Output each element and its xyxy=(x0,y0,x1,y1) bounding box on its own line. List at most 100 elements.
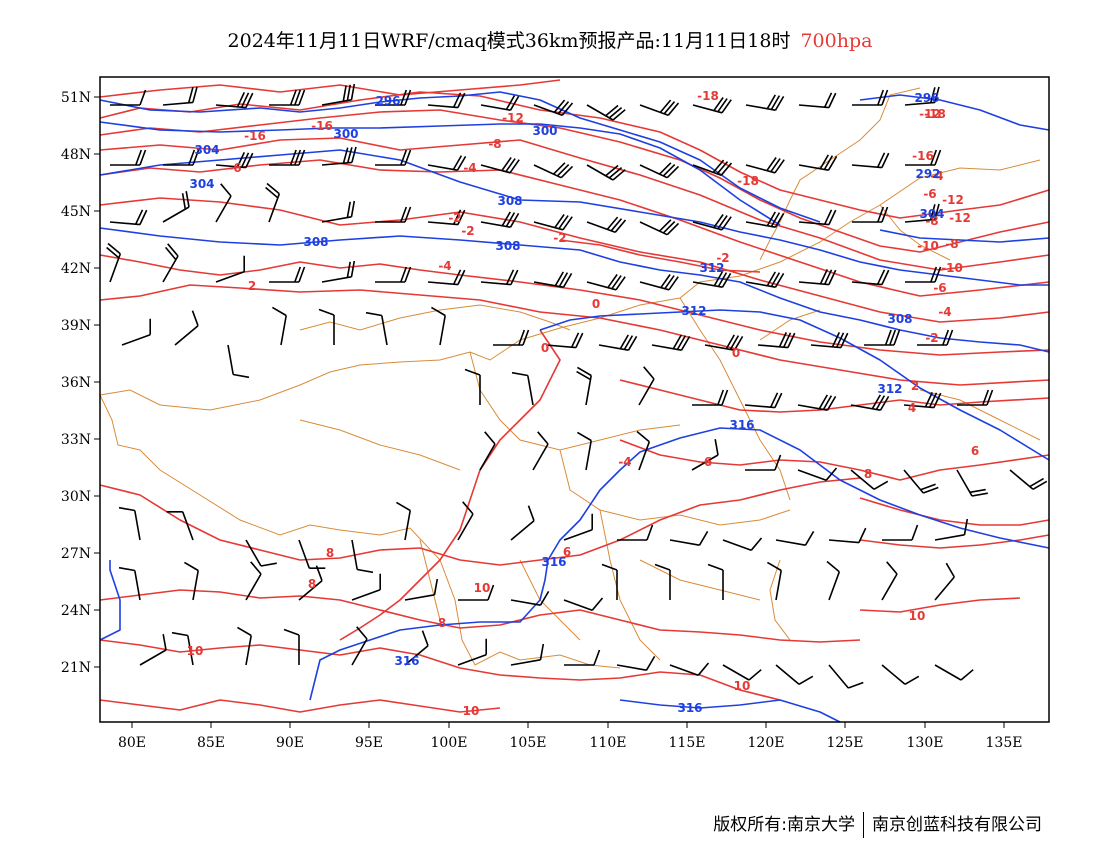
isotherm-label: -16 xyxy=(311,119,333,133)
isotherm-label: -6 xyxy=(923,187,936,201)
height-contour-line xyxy=(99,91,821,223)
wind-barb xyxy=(692,271,732,288)
wind-barb xyxy=(639,99,680,117)
wind-barb xyxy=(745,94,785,111)
wind-barb xyxy=(427,92,466,109)
wind-barb xyxy=(265,182,281,223)
height-contour-label: 316 xyxy=(541,555,566,569)
boundary-line xyxy=(759,87,921,261)
height-contour-label: 312 xyxy=(681,304,706,318)
wind-barb xyxy=(106,242,122,283)
isotherm-label: 10 xyxy=(474,581,491,595)
isotherm-label: -10 xyxy=(917,239,939,253)
lat-tick-label: 39N xyxy=(61,318,91,334)
isotherm-line xyxy=(99,91,1050,219)
isotherm-label: -8 xyxy=(945,237,958,251)
wind-barb xyxy=(318,308,335,345)
wind-barb xyxy=(745,454,782,471)
boundary-line xyxy=(519,559,581,641)
lat-tick-label: 30N xyxy=(61,489,91,505)
isotherm-label: -6 xyxy=(933,281,946,295)
wind-barb xyxy=(745,157,785,174)
isotherm-label: -10 xyxy=(941,261,963,275)
height-contour-line xyxy=(99,227,1050,353)
isotherm-label: -2 xyxy=(461,224,474,238)
isotherm-label: 0 xyxy=(732,346,740,360)
wind-barb xyxy=(404,578,439,601)
wind-barb xyxy=(215,152,254,169)
isotherm-label: 4 xyxy=(908,401,916,415)
height-contour-line xyxy=(539,309,1050,461)
isotherm-label: -4 xyxy=(618,455,631,469)
wind-barb xyxy=(321,260,356,283)
lon-tick-label: 105E xyxy=(510,735,547,751)
height-contour-label: 312 xyxy=(877,382,902,396)
isotherm-label: -12 xyxy=(502,111,524,125)
wind-barb xyxy=(903,469,939,494)
wind-barb xyxy=(905,266,942,283)
height-contours xyxy=(99,91,1050,723)
copyright: 版权所有:南京大学 南京创蓝科技有限公司 xyxy=(713,810,1042,838)
wind-barb xyxy=(269,89,306,106)
wind-barb xyxy=(636,430,651,471)
wind-barb xyxy=(651,334,691,351)
isotherm-line xyxy=(619,379,1050,413)
wind-barb xyxy=(269,149,306,166)
wind-barb xyxy=(480,269,519,286)
wind-barb xyxy=(174,310,199,346)
wind-barb xyxy=(617,524,654,541)
wind-barb xyxy=(934,518,969,541)
wind-barb xyxy=(510,590,550,606)
wind-barb xyxy=(639,274,679,291)
wind-barb xyxy=(654,563,671,600)
isotherm-line xyxy=(99,79,561,98)
chart-title: 2024年11月11日WRF/cmaq模式36km预报产品:11月11日18时 7… xyxy=(0,26,1100,53)
isotherm-label: -2 xyxy=(716,251,729,265)
wind-barb xyxy=(533,271,573,288)
wind-barb xyxy=(722,537,763,552)
wind-barb xyxy=(511,371,534,406)
wind-barb xyxy=(480,95,520,111)
isotherm-label: 6 xyxy=(563,545,571,559)
wind-barb xyxy=(576,366,592,406)
height-contour-label: 300 xyxy=(333,127,358,141)
wind-barb xyxy=(586,274,626,291)
isotherm-label: 8 xyxy=(864,467,872,481)
wind-barb xyxy=(457,638,487,666)
wind-barb xyxy=(905,149,942,166)
wind-barb xyxy=(171,631,194,666)
height-contour-label: 316 xyxy=(677,701,702,715)
lat-tick-label: 48N xyxy=(61,147,91,163)
wind-barb xyxy=(828,527,867,544)
isotherm-line xyxy=(99,109,1050,253)
wind-barb xyxy=(850,469,889,490)
wind-barb xyxy=(826,560,841,601)
isotherm-line xyxy=(559,239,761,273)
wind-barb xyxy=(365,311,388,346)
wind-barb xyxy=(510,643,545,666)
boundary-line xyxy=(599,509,661,661)
wind-barb xyxy=(851,152,890,169)
wind-barb xyxy=(245,539,277,567)
height-labels: 296 300 300 304 304 308 308 308 312 312 308 312 316 3… xyxy=(189,91,944,715)
wind-barb xyxy=(563,597,604,612)
wind-barb xyxy=(321,83,356,106)
height-contour-line xyxy=(99,121,781,226)
wind-barb xyxy=(395,501,411,541)
wind-barb xyxy=(956,469,988,497)
isotherm-line xyxy=(859,597,1021,613)
wind-barb xyxy=(427,155,467,171)
wind-barb xyxy=(375,89,412,106)
wind-barb xyxy=(183,561,199,601)
wind-barb xyxy=(864,329,901,346)
wind-barb xyxy=(215,183,232,223)
lat-tick-label: 21N xyxy=(61,660,91,676)
wind-barb xyxy=(563,513,593,541)
wind-barb xyxy=(704,334,744,351)
wind-barb xyxy=(375,206,412,223)
latitude-axis: 51N 48N 45N 42N 39N 36N 33N 30N 27N 24N 21N xyxy=(61,90,100,676)
wind-barb xyxy=(298,539,326,569)
isotherm-label: 10 xyxy=(734,679,751,693)
boundary-line xyxy=(769,559,791,641)
wind-barb xyxy=(881,664,920,685)
